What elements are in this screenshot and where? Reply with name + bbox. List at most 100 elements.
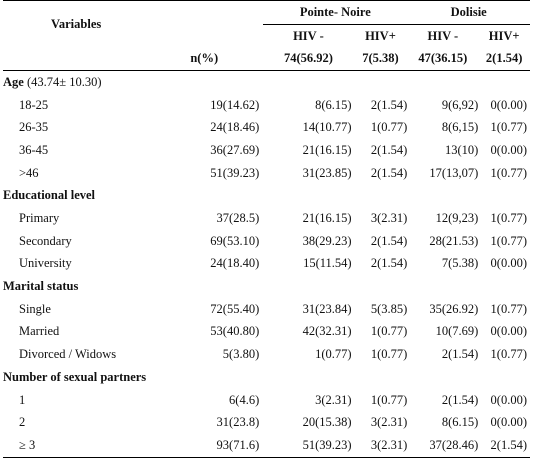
cell-hiv-neg-pn: 38(29.23) xyxy=(302,233,352,248)
header-n-percent: n(%) xyxy=(149,47,264,72)
cell-hiv-pos-do: 0(0.00) xyxy=(490,142,527,157)
row-label: University xyxy=(19,256,72,271)
table-row: 2 31(23.8) 20(15.38) 3(2.31) 8(6.15) 0(0.00) xyxy=(3,411,530,434)
cell-hiv-neg-do: 9(6,92) xyxy=(441,97,479,112)
cell-hiv-pos-do: 0(0.00) xyxy=(490,415,527,430)
cell-hiv-neg-pn: 14(10.77) xyxy=(302,120,352,135)
cell-n-percent: 53(40.80) xyxy=(210,324,260,339)
table-row: 1 6(4.6) 3(2.31) 1(0.77) 2(1.54) 0(0.00) xyxy=(3,389,530,412)
cell-hiv-pos-do: 1(0.77) xyxy=(490,301,527,316)
cell-hiv-neg-pn: 42(32.31) xyxy=(302,324,352,339)
cell-hiv-pos-do: 1(0.77) xyxy=(490,120,527,135)
cell-hiv-neg-pn: 3(2.31) xyxy=(315,392,352,407)
cell-hiv-pos-pn: 2(1.54) xyxy=(370,142,408,157)
cell-hiv-pos-pn: 1(0.77) xyxy=(370,324,408,339)
row-label: 26-35 xyxy=(19,120,49,135)
total-hiv-neg-do: 47(36.15) xyxy=(407,47,479,72)
table-row: Divorced / Widows 5(3.80) 1(0.77) 1(0.77) 2(… xyxy=(3,343,530,366)
cell-hiv-neg-pn: 20(15.38) xyxy=(302,415,352,430)
row-label: Secondary xyxy=(19,233,72,248)
cell-hiv-pos-do: 1(0.77) xyxy=(490,165,527,180)
total-hiv-pos-do: 2(1.54) xyxy=(478,47,530,72)
cell-hiv-pos-do: 0(0.00) xyxy=(490,256,527,271)
data-table: Variables Pointe- Noire Dolisie HIV - HI… xyxy=(3,0,530,458)
cell-hiv-neg-do: 2(1.54) xyxy=(441,347,479,362)
cell-hiv-neg-pn: 51(39.23) xyxy=(263,434,354,458)
section-header-row: Age (43.74± 10.30) xyxy=(3,71,530,94)
cell-n-percent: 36(27.69) xyxy=(210,142,260,157)
cell-hiv-pos-pn: 3(2.31) xyxy=(370,211,408,226)
cell-hiv-neg-do: 12(9,23) xyxy=(435,211,479,226)
cell-hiv-neg-pn: 1(0.77) xyxy=(315,347,352,362)
section-title-text: Marital status xyxy=(3,279,79,294)
section-title-text: Number of sexual partners xyxy=(3,369,147,384)
cell-hiv-pos-pn: 3(2.31) xyxy=(353,434,408,458)
cell-n-percent: 93(71.6) xyxy=(149,434,264,458)
header-variables: Variables xyxy=(51,16,102,31)
cell-hiv-neg-do: 10(7.69) xyxy=(435,324,479,339)
header-hiv-pos-do: HIV+ xyxy=(488,28,520,43)
cell-hiv-pos-do: 0(0.00) xyxy=(490,97,527,112)
section-header-row: Educational level xyxy=(3,185,530,208)
cell-hiv-neg-pn: 8(6.15) xyxy=(315,97,352,112)
row-label: ≥ 3 xyxy=(3,434,150,458)
section-title-text: Age xyxy=(3,74,24,89)
cell-hiv-neg-do: 28(21.53) xyxy=(429,233,479,248)
header-hiv-neg-do: HIV - xyxy=(427,28,459,43)
cell-hiv-pos-do: 1(0.77) xyxy=(490,233,527,248)
cell-hiv-pos-pn: 1(0.77) xyxy=(370,347,408,362)
table-row: >46 51(39.23) 31(23.85) 2(1.54) 17(13,07) 1(0… xyxy=(3,162,530,185)
cell-hiv-pos-pn: 1(0.77) xyxy=(370,120,408,135)
cell-hiv-pos-pn: 3(2.31) xyxy=(370,415,408,430)
cell-n-percent: 51(39.23) xyxy=(210,165,260,180)
row-label: Married xyxy=(19,324,60,339)
cell-hiv-pos-do: 1(0.77) xyxy=(490,347,527,362)
cell-hiv-neg-do: 8(6,15) xyxy=(441,120,479,135)
row-label: Primary xyxy=(19,211,60,226)
cell-hiv-pos-pn: 1(0.77) xyxy=(370,392,408,407)
cell-hiv-pos-do: 0(0.00) xyxy=(490,324,527,339)
cell-hiv-neg-pn: 31(23.84) xyxy=(302,301,352,316)
cell-hiv-pos-pn: 2(1.54) xyxy=(370,97,408,112)
cell-hiv-pos-pn: 5(3.85) xyxy=(370,301,408,316)
row-label: Divorced / Widows xyxy=(19,347,117,362)
section-title: Number of sexual partners xyxy=(3,366,530,389)
cell-hiv-pos-pn: 2(1.54) xyxy=(370,256,408,271)
section-title: Age (43.74± 10.30) xyxy=(3,71,530,94)
table-row: ≥ 3 93(71.6) 51(39.23) 3(2.31) 37(28.46) 2(1.… xyxy=(3,434,530,458)
cell-hiv-pos-pn: 2(1.54) xyxy=(370,165,408,180)
section-header-row: Number of sexual partners xyxy=(3,366,530,389)
cell-hiv-neg-do: 13(10) xyxy=(444,142,479,157)
total-hiv-pos-pn: 7(5.38) xyxy=(353,47,408,72)
row-label: >46 xyxy=(19,165,39,180)
row-label: 1 xyxy=(19,392,26,407)
cell-n-percent: 37(28.5) xyxy=(216,211,260,226)
cell-n-percent: 5(3.80) xyxy=(222,347,260,362)
row-label: Single xyxy=(19,301,51,316)
cell-n-percent: 69(53.10) xyxy=(210,233,260,248)
cell-hiv-neg-pn: 21(16.15) xyxy=(302,142,352,157)
cell-n-percent: 24(18.46) xyxy=(210,120,260,135)
cell-n-percent: 72(55.40) xyxy=(210,301,260,316)
table-row: 36-45 36(27.69) 21(16.15) 2(1.54) 13(10) 0(0.… xyxy=(3,139,530,162)
cell-hiv-neg-do: 35(26.92) xyxy=(429,301,479,316)
table-row: Married 53(40.80) 42(32.31) 1(0.77) 10(7.69)… xyxy=(3,321,530,344)
cell-hiv-neg-pn: 15(11.54) xyxy=(303,256,352,271)
table-row: Secondary 69(53.10) 38(29.23) 2(1.54) 28(21.… xyxy=(3,230,530,253)
header-hiv-pos-pn: HIV+ xyxy=(365,28,396,43)
cell-hiv-pos-do: 1(0.77) xyxy=(490,211,527,226)
table-row: 26-35 24(18.46) 14(10.77) 1(0.77) 8(6,15) 1(0… xyxy=(3,116,530,139)
row-label: 18-25 xyxy=(19,97,49,112)
cell-hiv-neg-pn: 31(23.85) xyxy=(302,165,352,180)
header-hiv-neg-pn: HIV - xyxy=(293,28,324,43)
cell-hiv-pos-pn: 2(1.54) xyxy=(370,233,408,248)
table-row: 18-25 19(14.62) 8(6.15) 2(1.54) 9(6,92) 0(0.0… xyxy=(3,94,530,117)
header-group-dolisie: Dolisie xyxy=(407,0,530,25)
section-title: Marital status xyxy=(3,275,530,298)
total-hiv-neg-pn: 74(56.92) xyxy=(263,47,354,72)
cell-hiv-pos-do: 2(1.54) xyxy=(478,434,530,458)
cell-hiv-neg-do: 17(13,07) xyxy=(429,165,479,180)
cell-hiv-neg-do: 2(1.54) xyxy=(441,392,479,407)
row-label: 36-45 xyxy=(19,142,49,157)
cell-n-percent: 6(4.6) xyxy=(229,392,260,407)
